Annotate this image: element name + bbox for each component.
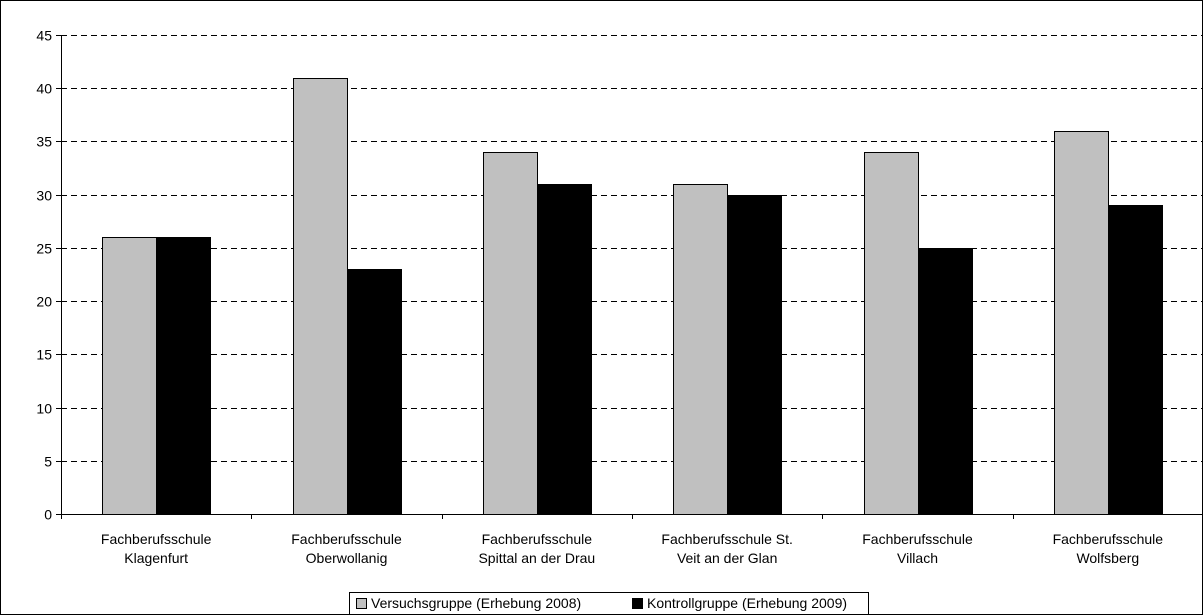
bar-kontrollgruppe — [537, 184, 592, 515]
bar-versuchsgruppe — [102, 237, 157, 515]
bar-kontrollgruppe — [918, 248, 973, 515]
bar-kontrollgruppe — [1108, 205, 1163, 515]
y-tick-label: 0 — [44, 507, 52, 523]
x-category-label: Fachberufsschule Villach — [862, 531, 973, 566]
bar-kontrollgruppe — [727, 195, 782, 515]
y-tick-label: 20 — [36, 294, 52, 310]
gridlines — [61, 35, 1203, 462]
x-axis-category-labels: Fachberufsschule Klagenfurt Fachberufsschu… — [101, 531, 1163, 566]
y-tick-label: 15 — [36, 347, 52, 363]
bar-versuchsgruppe — [673, 184, 728, 515]
legend-swatch — [632, 598, 643, 609]
bars — [102, 78, 1163, 515]
y-tick-label: 25 — [36, 241, 52, 257]
x-category-label: Fachberufsschule St. Veit an der Glan — [661, 531, 793, 566]
y-tick-label: 35 — [36, 134, 52, 150]
bar-versuchsgruppe — [293, 78, 348, 515]
y-tick-label: 30 — [36, 188, 52, 204]
legend-entry-label: Versuchsgruppe (Erhebung 2008) — [371, 595, 581, 611]
x-category-label: Fachberufsschule Spittal an der Drau — [478, 531, 595, 566]
y-tick-label: 40 — [36, 81, 52, 97]
y-tick-label: 10 — [36, 401, 52, 417]
y-tick-label: 5 — [44, 454, 52, 470]
bar-kontrollgruppe — [156, 237, 211, 515]
bar-versuchsgruppe — [864, 152, 919, 515]
x-category-label: Fachberufsschule Wolfsberg — [1053, 531, 1164, 566]
x-category-label: Fachberufsschule Klagenfurt — [101, 531, 212, 566]
y-tick-label: 45 — [36, 28, 52, 44]
legend-swatch — [356, 598, 367, 609]
bar-versuchsgruppe — [483, 152, 538, 515]
legend: Versuchsgruppe (Erhebung 2008) Kontrollgr… — [349, 592, 869, 615]
bar-kontrollgruppe — [347, 269, 402, 515]
x-category-label: Fachberufsschule Oberwollanig — [291, 531, 402, 566]
y-axis-tick-labels: 0 5 10 15 20 25 30 35 40 45 — [36, 28, 52, 523]
bar-versuchsgruppe — [1054, 131, 1109, 515]
legend-entry-label: Kontrollgruppe (Erhebung 2009) — [647, 595, 847, 611]
